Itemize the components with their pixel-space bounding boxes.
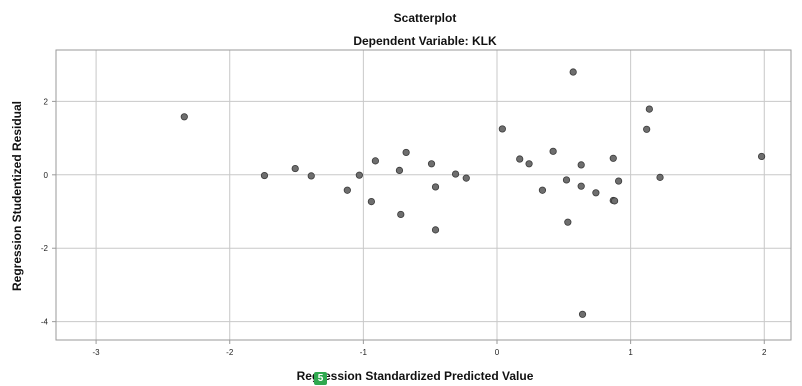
scatter-point — [562, 176, 571, 184]
scatter-point — [592, 189, 600, 197]
plot-frame — [55, 49, 792, 341]
scatter-point — [577, 182, 585, 190]
scatter-point — [395, 166, 404, 175]
scatter-point — [569, 68, 577, 76]
x-tick-label: 0 — [495, 348, 500, 357]
scatter-point — [180, 113, 188, 121]
x-tick-label: 2 — [762, 348, 767, 357]
x-axis-label: Regression Standardized Predicted Value — [297, 369, 534, 383]
chart-subtitle: Dependent Variable: KLK — [353, 34, 497, 48]
scatter-point — [525, 160, 533, 168]
scatter-point — [615, 177, 623, 185]
scatter-point — [307, 172, 315, 180]
scatter-point — [371, 157, 379, 165]
scatter-point — [343, 186, 351, 194]
scatter-point — [609, 154, 617, 162]
y-tick-label: 0 — [44, 171, 49, 180]
overlay-number-badge: 5 — [314, 372, 327, 385]
scatter-point — [564, 218, 572, 226]
scatter-point — [610, 197, 619, 205]
scatter-point — [516, 155, 524, 163]
scatter-point — [355, 171, 363, 179]
scatter-point — [757, 152, 766, 161]
scatter-point — [549, 147, 557, 155]
scatter-point — [291, 164, 299, 173]
scatter-point — [645, 105, 653, 113]
x-tick-label: 1 — [628, 348, 633, 357]
scatter-point — [578, 310, 587, 318]
y-tick-label: -4 — [41, 318, 49, 327]
scatter-point — [451, 170, 460, 178]
data-points — [180, 68, 766, 318]
scatter-point — [643, 125, 651, 133]
scatter-point — [260, 171, 269, 180]
grid-lines — [56, 50, 791, 340]
scatter-point — [431, 183, 440, 191]
scatter-point — [462, 174, 470, 182]
x-tick-label: -3 — [93, 348, 101, 357]
tick-labels: -3 -2 -1 0 1 2 -4 -2 0 2 — [41, 97, 767, 357]
scatter-point — [427, 160, 436, 168]
y-axis-label: Regression Studentized Residual — [10, 101, 24, 291]
x-tick-label: -2 — [226, 348, 234, 357]
y-tick-label: 2 — [44, 97, 49, 106]
chart-title: Scatterplot — [394, 11, 457, 25]
scatter-point — [367, 198, 375, 206]
scatter-point — [402, 148, 410, 157]
scatter-point — [577, 161, 585, 169]
x-tick-label: -1 — [360, 348, 368, 357]
scatter-point — [656, 173, 664, 181]
scatter-point — [498, 125, 506, 133]
scatter-point — [431, 226, 440, 234]
scatter-point — [397, 210, 405, 219]
scatter-point — [538, 186, 547, 194]
y-tick-label: -2 — [41, 244, 49, 253]
